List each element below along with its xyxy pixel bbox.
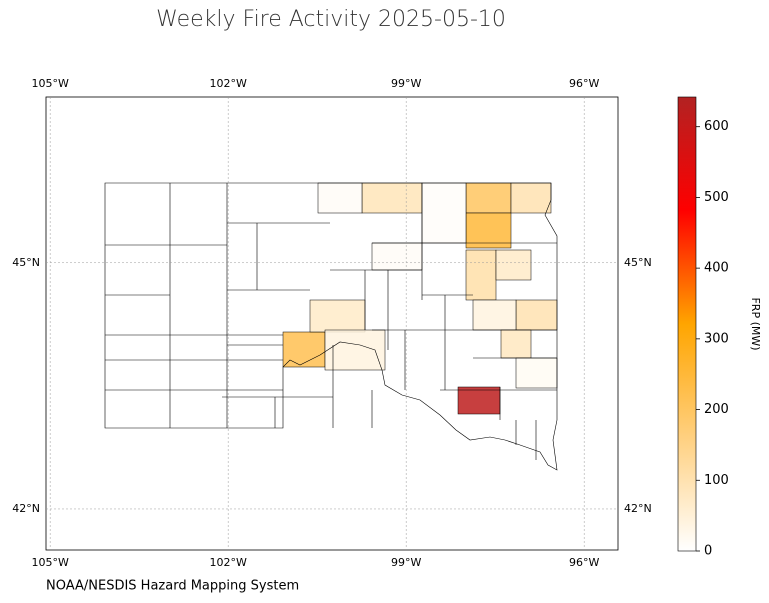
county xyxy=(515,357,558,389)
county xyxy=(361,182,423,214)
colorbar xyxy=(677,96,697,552)
source-note: NOAA/NESDIS Hazard Mapping System xyxy=(46,579,299,594)
county xyxy=(510,182,552,214)
county xyxy=(465,212,512,249)
county xyxy=(282,331,326,368)
county xyxy=(465,249,497,301)
y-tick-label: 42°N xyxy=(12,502,40,515)
colorbar-tick-label: 500 xyxy=(704,190,729,205)
x-tick-label: 96°W xyxy=(569,556,599,569)
county xyxy=(500,329,532,359)
y-tick-label: 45°N xyxy=(12,256,40,269)
colorbar-tick-label: 100 xyxy=(704,473,729,488)
colorbar-tick-label: 400 xyxy=(704,261,729,276)
county xyxy=(472,299,517,331)
colorbar-tick-label: 300 xyxy=(704,331,729,346)
colorbar-tick-label: 0 xyxy=(704,544,712,559)
x-tick-label: 102°W xyxy=(209,77,246,90)
county xyxy=(317,182,363,214)
map-frame xyxy=(45,96,619,551)
y-tick-label: 42°N xyxy=(624,502,652,515)
state-outline xyxy=(104,182,558,471)
colorbar-label: FRP (MW) xyxy=(749,297,762,350)
county xyxy=(371,242,423,271)
county xyxy=(421,182,467,244)
x-tick-label: 102°W xyxy=(209,556,246,569)
county xyxy=(515,299,558,331)
county xyxy=(495,249,532,281)
x-tick-label: 96°W xyxy=(569,77,599,90)
colorbar-tick-label: 200 xyxy=(704,402,729,417)
county xyxy=(457,386,501,415)
colorbar-tick-label: 600 xyxy=(704,119,729,134)
x-tick-label: 105°W xyxy=(31,77,68,90)
county xyxy=(324,329,386,371)
county xyxy=(309,299,366,333)
x-tick-label: 99°W xyxy=(391,556,421,569)
chart-title: Weekly Fire Activity 2025-05-10 xyxy=(156,7,506,32)
x-tick-label: 105°W xyxy=(31,556,68,569)
x-tick-label: 99°W xyxy=(391,77,421,90)
county xyxy=(465,182,512,214)
y-tick-label: 45°N xyxy=(624,256,652,269)
